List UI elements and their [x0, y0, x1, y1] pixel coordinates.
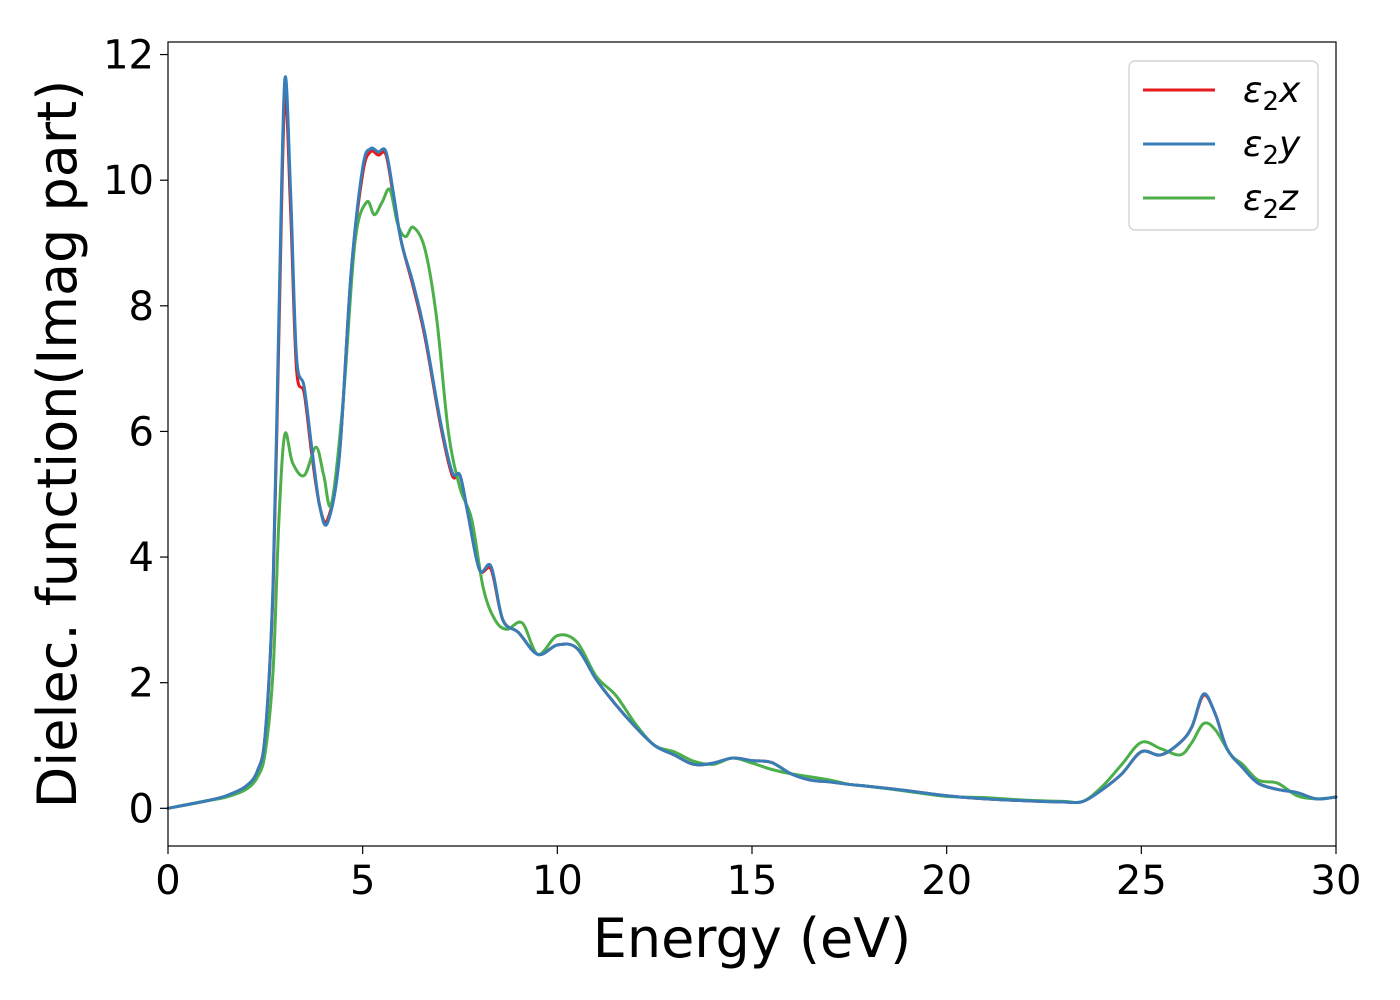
y-axis-title: Dielec. function(Imag part)	[26, 80, 89, 809]
legend: ε2x ε2y ε2z	[1128, 60, 1319, 231]
x-tick-label: 10	[532, 858, 583, 904]
y-tick-label: 4	[129, 535, 154, 581]
y-tick-label: 2	[129, 661, 154, 707]
y-tick-label: 8	[129, 284, 154, 330]
x-tick-label: 5	[350, 858, 375, 904]
x-axis-ticks: 0 5 10 15 20 25 30	[155, 846, 1361, 904]
series-line-y	[166, 75, 1338, 810]
x-tick-label: 15	[727, 858, 778, 904]
y-axis-ticks: 0 2 4 6 8 10 12	[103, 33, 168, 832]
y-tick-label: 0	[129, 786, 154, 832]
legend-label-y: ε2y	[1243, 124, 1301, 171]
y-tick-label: 6	[129, 409, 154, 455]
legend-box	[1128, 60, 1319, 231]
x-tick-label: 30	[1311, 858, 1362, 904]
x-axis-title: Energy (eV)	[593, 907, 912, 970]
plot-lines	[166, 75, 1338, 810]
x-tick-label: 25	[1116, 858, 1167, 904]
x-tick-label: 20	[921, 858, 972, 904]
legend-label-z: ε2z	[1243, 178, 1299, 225]
series-line-z	[166, 187, 1338, 810]
y-tick-label: 10	[103, 158, 154, 204]
x-tick-label: 0	[155, 858, 180, 904]
y-tick-label: 12	[103, 33, 154, 79]
legend-label-x: ε2x	[1243, 70, 1301, 117]
